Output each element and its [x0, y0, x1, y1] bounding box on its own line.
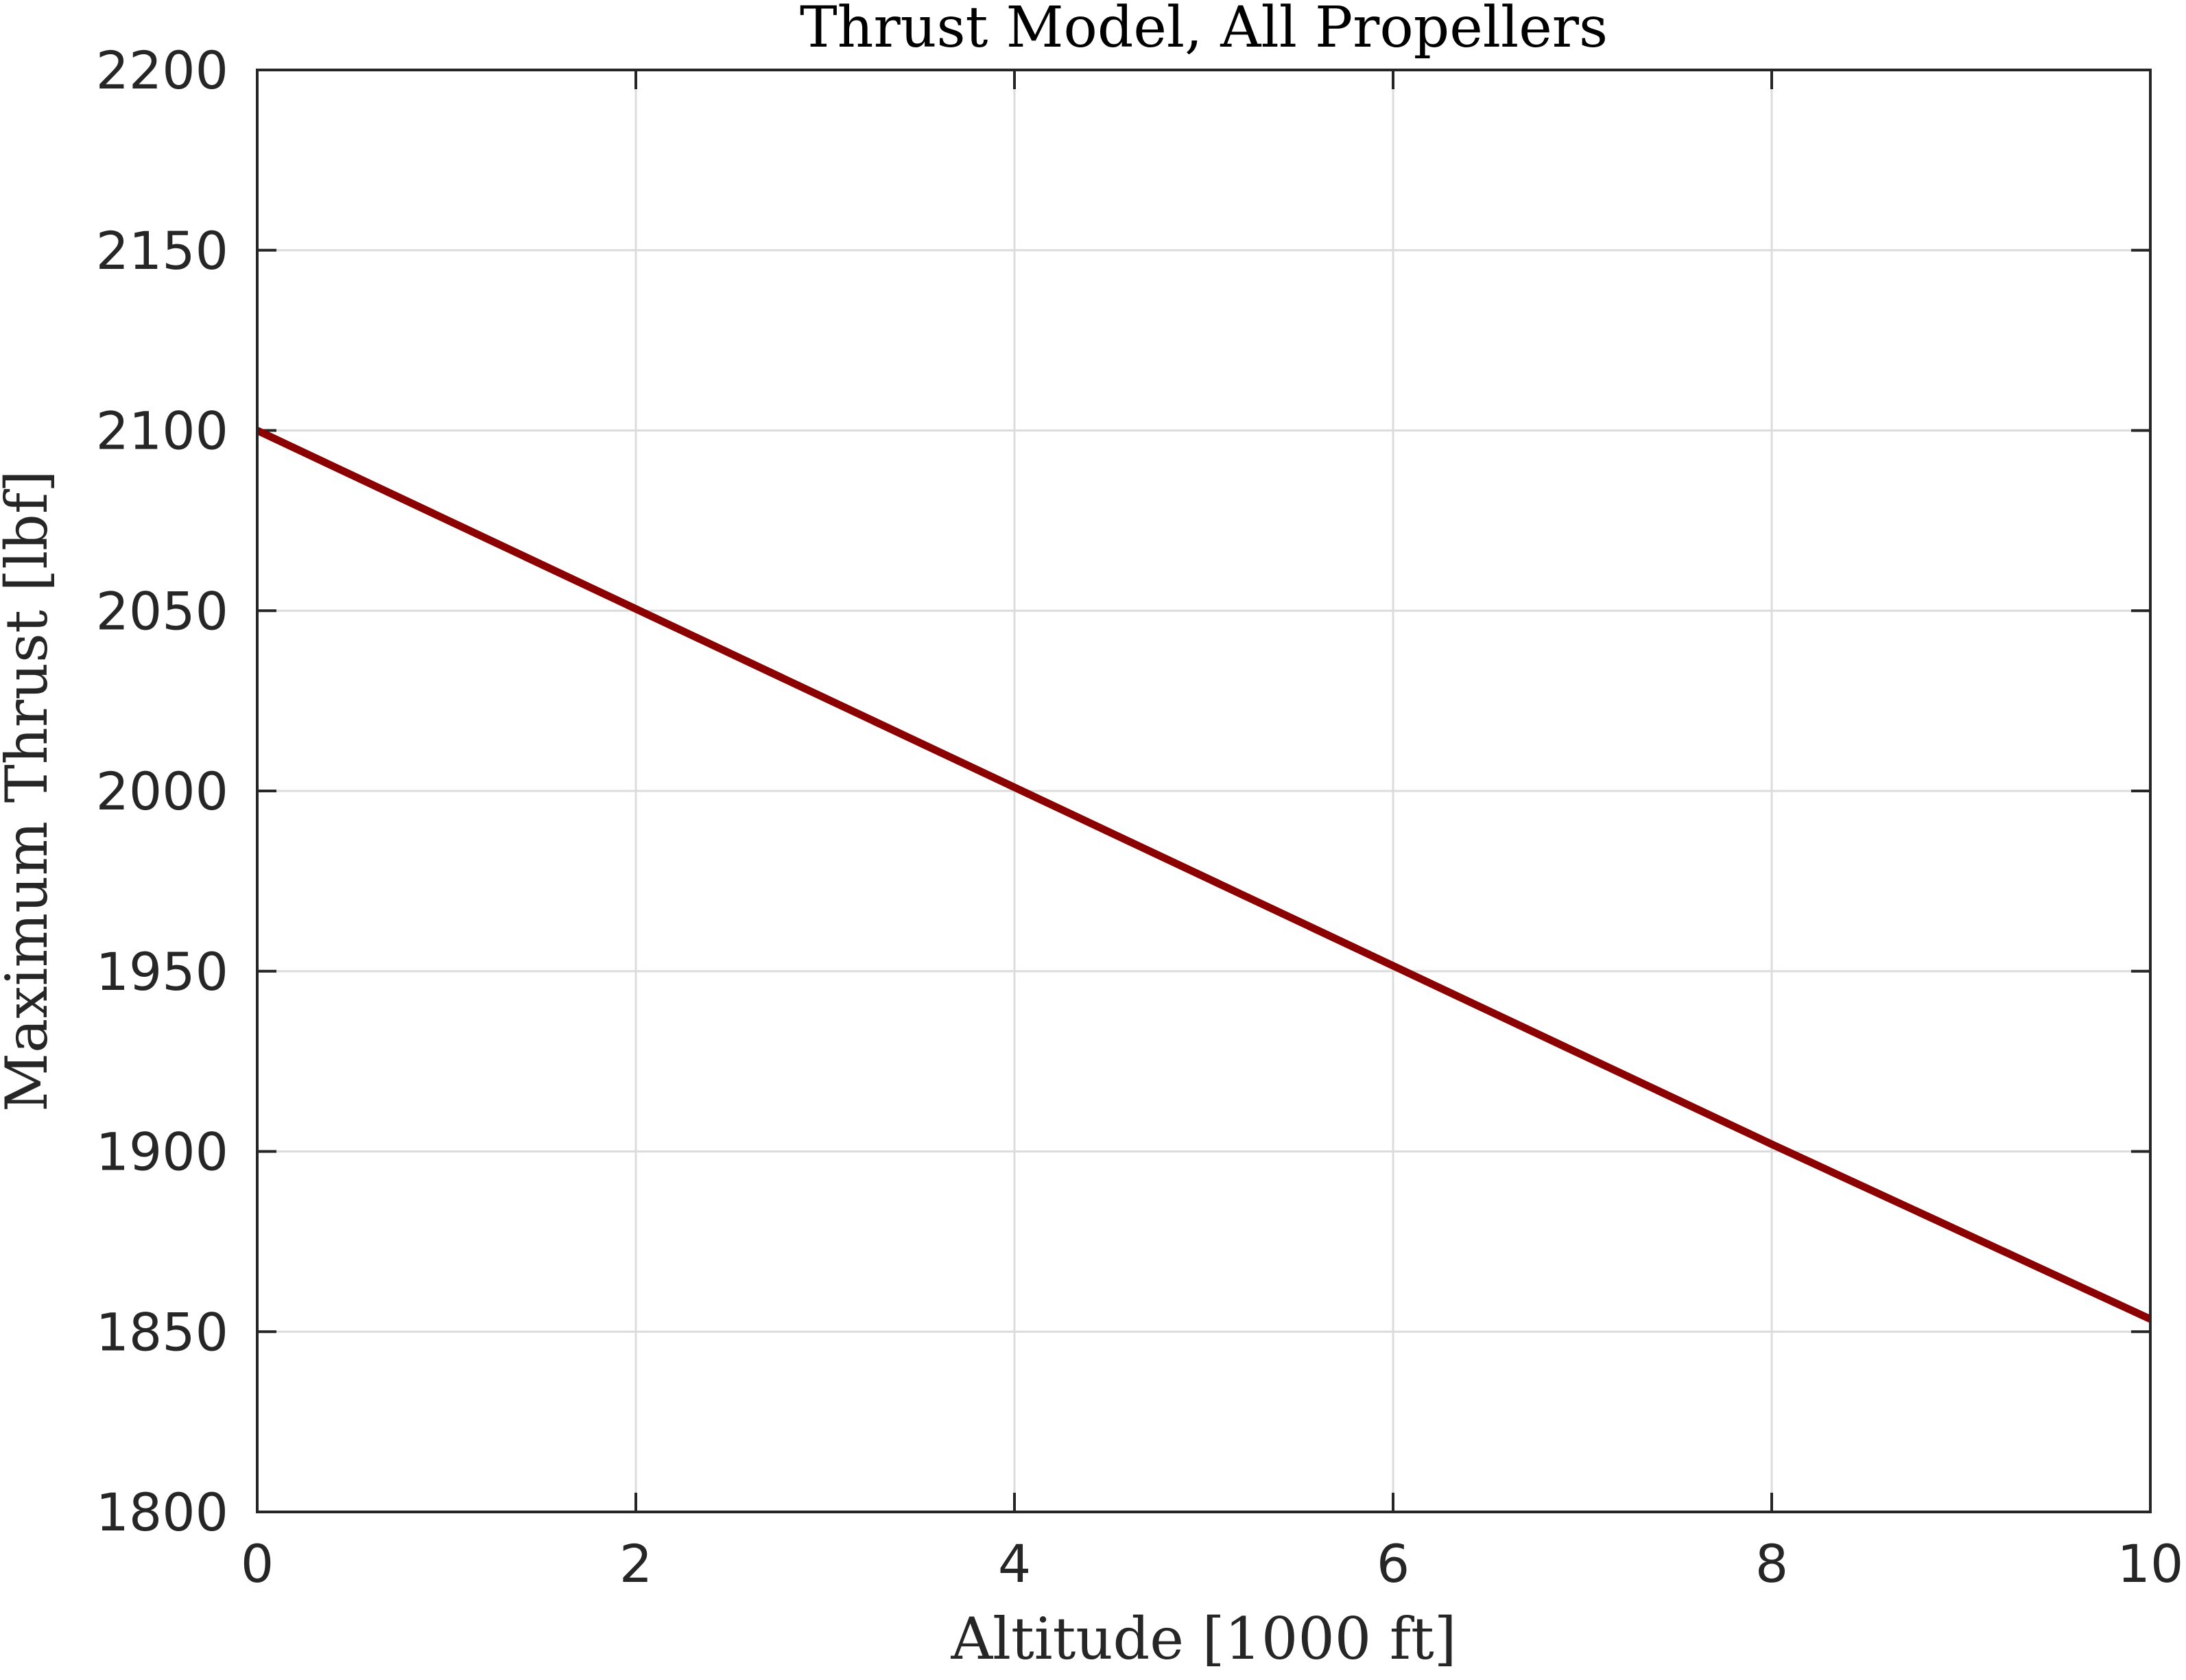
y-axis-title: Maximum Thrust [lbf] [0, 470, 60, 1112]
y-tick-label: 1950 [96, 941, 228, 1002]
chart-title: Thrust Model, All Propellers [800, 0, 1608, 60]
x-tick-label: 2 [619, 1533, 652, 1594]
y-tick-label: 2050 [96, 580, 228, 641]
x-axis-title: Altitude [1000 ft] [950, 1605, 1456, 1672]
y-tick-label: 1900 [96, 1122, 228, 1183]
x-tick-label: 4 [998, 1533, 1031, 1594]
y-tick-label: 2100 [96, 401, 228, 462]
x-tick-label: 8 [1755, 1533, 1788, 1594]
axes-box [256, 69, 2152, 1513]
y-tick-label: 1850 [96, 1301, 228, 1362]
x-tick-label: 0 [241, 1533, 274, 1594]
data-series [255, 427, 2152, 1323]
y-tick-label: 2000 [96, 761, 228, 822]
x-tick-labels: 0 2 4 6 8 10 [241, 1533, 2184, 1594]
y-tick-label: 2200 [96, 40, 228, 101]
y-tick-label: 2150 [96, 220, 228, 281]
y-tick-labels: 1800 1850 1900 1950 2000 2050 2100 2150 2200 [96, 40, 228, 1543]
series-line [255, 427, 2152, 1323]
y-tick-label: 1800 [96, 1482, 228, 1543]
x-tick-label: 10 [2117, 1533, 2184, 1594]
x-tick-label: 6 [1377, 1533, 1410, 1594]
